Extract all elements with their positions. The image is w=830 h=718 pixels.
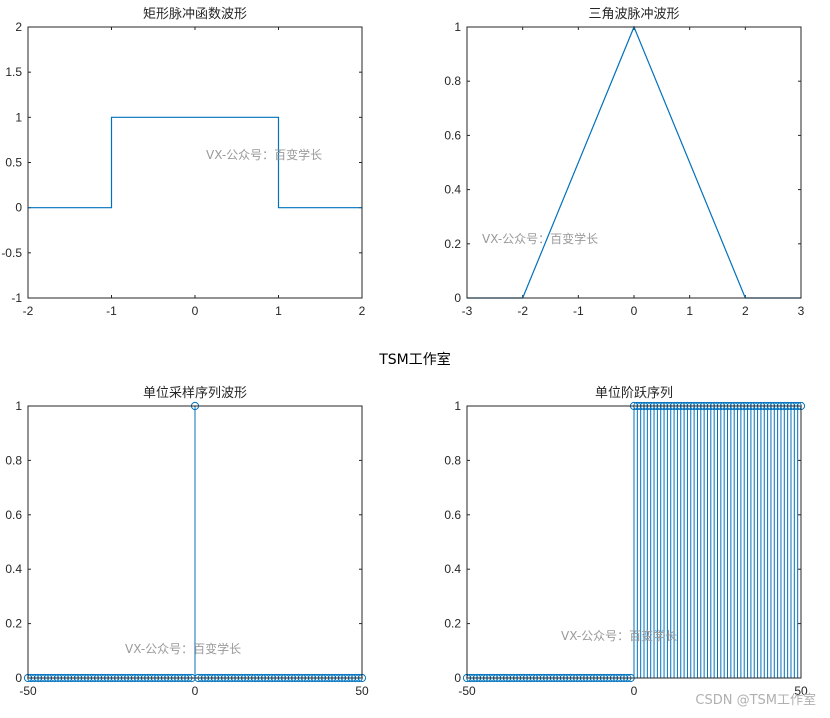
x-tick-label: -50 <box>19 684 37 698</box>
x-tick-label: -50 <box>458 684 476 698</box>
x-tick-label: 0 <box>192 684 199 698</box>
figure-suptitle: TSM工作室 <box>378 351 451 368</box>
x-tick-label: 1 <box>275 304 282 318</box>
y-tick-label: 1 <box>454 399 461 413</box>
y-tick-label: 0.8 <box>5 453 22 467</box>
panel-title: 矩形脉冲函数波形 <box>143 7 247 22</box>
y-tick-label: 0.4 <box>5 562 22 576</box>
y-tick-label: 0.6 <box>5 508 22 522</box>
x-tick-label: 2 <box>359 304 366 318</box>
x-tick-label: 1 <box>686 304 693 318</box>
x-tick-label: 3 <box>798 304 805 318</box>
watermark: VX-公众号：百变学长 <box>206 147 322 162</box>
y-tick-label: 2 <box>15 20 22 34</box>
y-tick-label: 0.6 <box>444 508 461 522</box>
watermark: VX-公众号：百变学长 <box>125 641 241 656</box>
x-tick-label: -1 <box>573 304 584 318</box>
y-tick-label: 0.6 <box>444 128 461 142</box>
watermark: VX-公众号：百变学长 <box>482 231 598 246</box>
x-tick-label: 0 <box>192 304 199 318</box>
x-tick-label: 0 <box>631 684 638 698</box>
y-tick-label: 0 <box>454 671 461 685</box>
panel-title: 单位阶跃序列 <box>595 386 673 401</box>
series-line <box>28 116 362 209</box>
x-tick-label: -2 <box>23 304 34 318</box>
panel-triangle-pulse: 三角波脉冲波形 -3 -2 -1 0 1 2 3 0 0.2 0.4 0.6 0.8 1 VX-公众号：… <box>444 7 804 318</box>
panel-title: 三角波脉冲波形 <box>588 7 679 22</box>
y-tick-label: -0.5 <box>1 246 22 260</box>
y-tick-label: 0.5 <box>5 156 22 170</box>
y-tick-label: 0.2 <box>444 617 461 631</box>
panel-title: 单位采样序列波形 <box>143 386 247 401</box>
axes-box <box>466 26 802 299</box>
x-tick-label: 50 <box>794 684 808 698</box>
panel-rect-pulse: 矩形脉冲函数波形 -2 -1 0 1 2-1-0.500.511.52 VX-公众号：百… <box>1 7 365 318</box>
y-tick-label: 1 <box>15 399 22 413</box>
y-tick-label: 0.2 <box>5 617 22 631</box>
y-tick-label: 1.5 <box>5 65 22 79</box>
y-tick-label: 0.4 <box>444 562 461 576</box>
y-tick-label: 0 <box>15 201 22 215</box>
x-tick-label: -3 <box>462 304 473 318</box>
credit-text: CSDN @TSM工作室 <box>695 692 816 708</box>
axes-box <box>466 405 802 679</box>
watermark: VX-公众号：百变学长 <box>561 628 677 643</box>
y-tick-label: -1 <box>11 291 22 305</box>
y-tick-label: 0.8 <box>444 453 461 467</box>
x-tick-label: 2 <box>742 304 749 318</box>
y-tick-label: 1 <box>454 20 461 34</box>
y-tick-label: 0.8 <box>444 74 461 88</box>
y-tick-label: 0 <box>454 291 461 305</box>
y-tick-label: 0 <box>15 671 22 685</box>
y-tick-label: 1 <box>15 110 22 124</box>
axes-box <box>27 26 363 299</box>
series-line <box>467 25 801 299</box>
y-tick-label: 0.2 <box>444 237 461 251</box>
x-tick-label: -1 <box>106 304 117 318</box>
x-tick-label: 50 <box>355 684 369 698</box>
y-tick-label: 0.4 <box>444 183 461 197</box>
axes-box <box>27 405 363 679</box>
x-tick-label: 0 <box>631 304 638 318</box>
x-tick-label: -2 <box>517 304 528 318</box>
